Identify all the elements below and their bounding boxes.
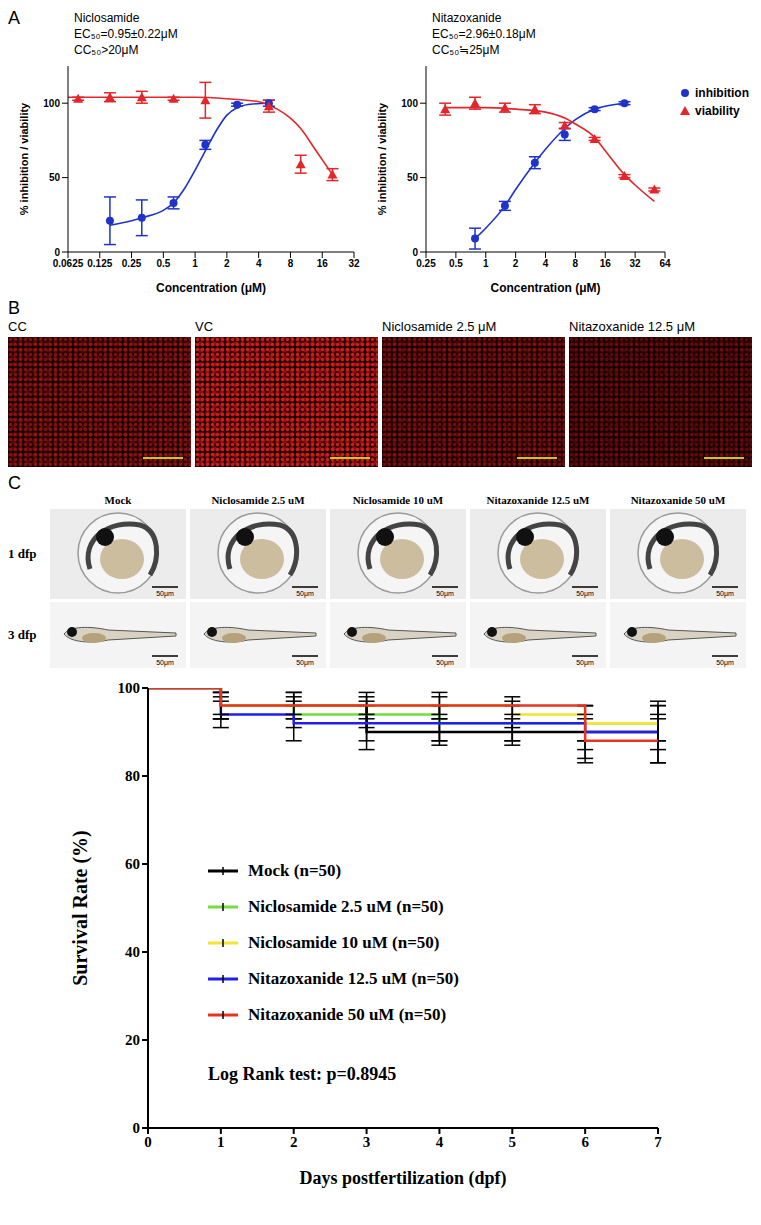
svg-text:0: 0: [54, 247, 60, 258]
html-text:inhibition: inhibition: [695, 86, 749, 100]
svg-text:50μm: 50μm: [296, 659, 314, 667]
svg-text:7: 7: [654, 1134, 662, 1150]
svg-text:50μm: 50μm: [576, 590, 594, 598]
svg-text:2: 2: [513, 258, 519, 269]
svg-text:% inhibition / viability: % inhibition / viability: [18, 102, 30, 215]
svg-text:50μm: 50μm: [436, 590, 454, 598]
svg-text:% inhibition / viability: % inhibition / viability: [376, 102, 388, 215]
svg-text:100: 100: [118, 680, 141, 696]
html-text:VC: VC: [195, 319, 214, 334]
svg-text:50μm: 50μm: [156, 659, 174, 667]
svg-text:50μm: 50μm: [156, 590, 174, 598]
svg-text:64: 64: [659, 258, 671, 269]
svg-text:Concentration (μM): Concentration (μM): [156, 281, 266, 295]
html-text:Nitazoxanide 50 uM (n=50): Nitazoxanide 50 uM (n=50): [248, 1005, 447, 1024]
html-text:CC₅₀≒25μM: CC₅₀≒25μM: [432, 43, 500, 57]
svg-text:2: 2: [290, 1134, 298, 1150]
svg-text:50μm: 50μm: [716, 590, 734, 598]
svg-text:80: 80: [125, 768, 140, 784]
html-text:Nitazoxanide 12.5 uM (n=50): Nitazoxanide 12.5 uM (n=50): [248, 969, 459, 988]
html-text:CC: CC: [8, 319, 27, 334]
svg-text:0.5: 0.5: [156, 258, 170, 269]
html-text:Nitazoxanide 50 uM: Nitazoxanide 50 uM: [630, 494, 726, 506]
html-text:viability: viability: [695, 104, 740, 118]
svg-text:50μm: 50μm: [576, 659, 594, 667]
html-text:Niclosamide 10 uM (n=50): Niclosamide 10 uM (n=50): [248, 933, 440, 952]
svg-text:1: 1: [483, 258, 489, 269]
svg-text:50μm: 50μm: [716, 659, 734, 667]
svg-text:0: 0: [412, 247, 418, 258]
svg-text:4: 4: [436, 1134, 444, 1150]
html-text:Niclosamide 2.5 uM (n=50): Niclosamide 2.5 uM (n=50): [248, 897, 444, 916]
html-text:Mock (n=50): Mock (n=50): [248, 861, 342, 880]
svg-text:16: 16: [317, 258, 329, 269]
svg-text:50μm: 50μm: [436, 659, 454, 667]
svg-text:0.5: 0.5: [449, 258, 463, 269]
svg-text:5: 5: [509, 1134, 517, 1150]
svg-text:100: 100: [401, 98, 418, 109]
svg-text:8: 8: [573, 258, 579, 269]
html-text:Niclosamide 2.5 uM: Niclosamide 2.5 uM: [211, 494, 305, 506]
svg-text:16: 16: [600, 258, 612, 269]
svg-text:40: 40: [125, 944, 140, 960]
html-text:Nitazoxanide 12.5 uM: Nitazoxanide 12.5 uM: [486, 494, 590, 506]
svg-text:60: 60: [125, 856, 140, 872]
html-text:Nitazoxanide 12.5 μM: Nitazoxanide 12.5 μM: [569, 319, 695, 334]
svg-text:1: 1: [192, 258, 198, 269]
html-text:Mock: Mock: [104, 494, 132, 506]
html-text:EC₅₀=2.96±0.18μM: EC₅₀=2.96±0.18μM: [432, 27, 536, 41]
svg-text:4: 4: [256, 258, 262, 269]
svg-text:Survival Rate (%): Survival Rate (%): [69, 830, 92, 986]
svg-text:8: 8: [288, 258, 294, 269]
svg-text:0.125: 0.125: [87, 258, 112, 269]
svg-text:Concentration (μM): Concentration (μM): [491, 281, 601, 295]
html-text:EC₅₀=0.95±0.22μM: EC₅₀=0.95±0.22μM: [74, 27, 178, 41]
html-text:3 dfp: 3 dfp: [8, 627, 37, 642]
svg-text:50: 50: [49, 172, 61, 183]
html-text:A: A: [8, 8, 20, 28]
svg-text:50: 50: [407, 172, 419, 183]
svg-text:1: 1: [217, 1134, 225, 1150]
svg-text:0.0625: 0.0625: [53, 258, 84, 269]
html-text:Log Rank test: p=0.8945: Log Rank test: p=0.8945: [208, 1064, 397, 1084]
svg-text:0.25: 0.25: [122, 258, 142, 269]
html-text:Niclosamide: Niclosamide: [74, 11, 140, 25]
svg-text:0: 0: [144, 1134, 152, 1150]
svg-text:32: 32: [348, 258, 360, 269]
html-text:Niclosamide 2.5 μM: Niclosamide 2.5 μM: [382, 319, 497, 334]
svg-text:20: 20: [125, 1032, 140, 1048]
svg-text:4: 4: [543, 258, 549, 269]
svg-text:32: 32: [630, 258, 642, 269]
svg-text:0: 0: [133, 1120, 141, 1136]
html-text:Nitazoxanide: Nitazoxanide: [432, 11, 502, 25]
svg-text:3: 3: [363, 1134, 371, 1150]
html-text:C: C: [8, 473, 21, 493]
html-text:1 dfp: 1 dfp: [8, 546, 37, 561]
html-text:Niclosamide 10 uM: Niclosamide 10 uM: [352, 494, 444, 506]
html-text:CC₅₀>20μM: CC₅₀>20μM: [74, 43, 139, 57]
svg-text:0.25: 0.25: [416, 258, 436, 269]
svg-text:6: 6: [581, 1134, 589, 1150]
svg-text:2: 2: [224, 258, 230, 269]
html-text:B: B: [8, 298, 20, 318]
svg-text:Days postfertilization (dpf): Days postfertilization (dpf): [300, 1168, 507, 1189]
svg-text:50μm: 50μm: [296, 590, 314, 598]
svg-text:100: 100: [43, 98, 60, 109]
